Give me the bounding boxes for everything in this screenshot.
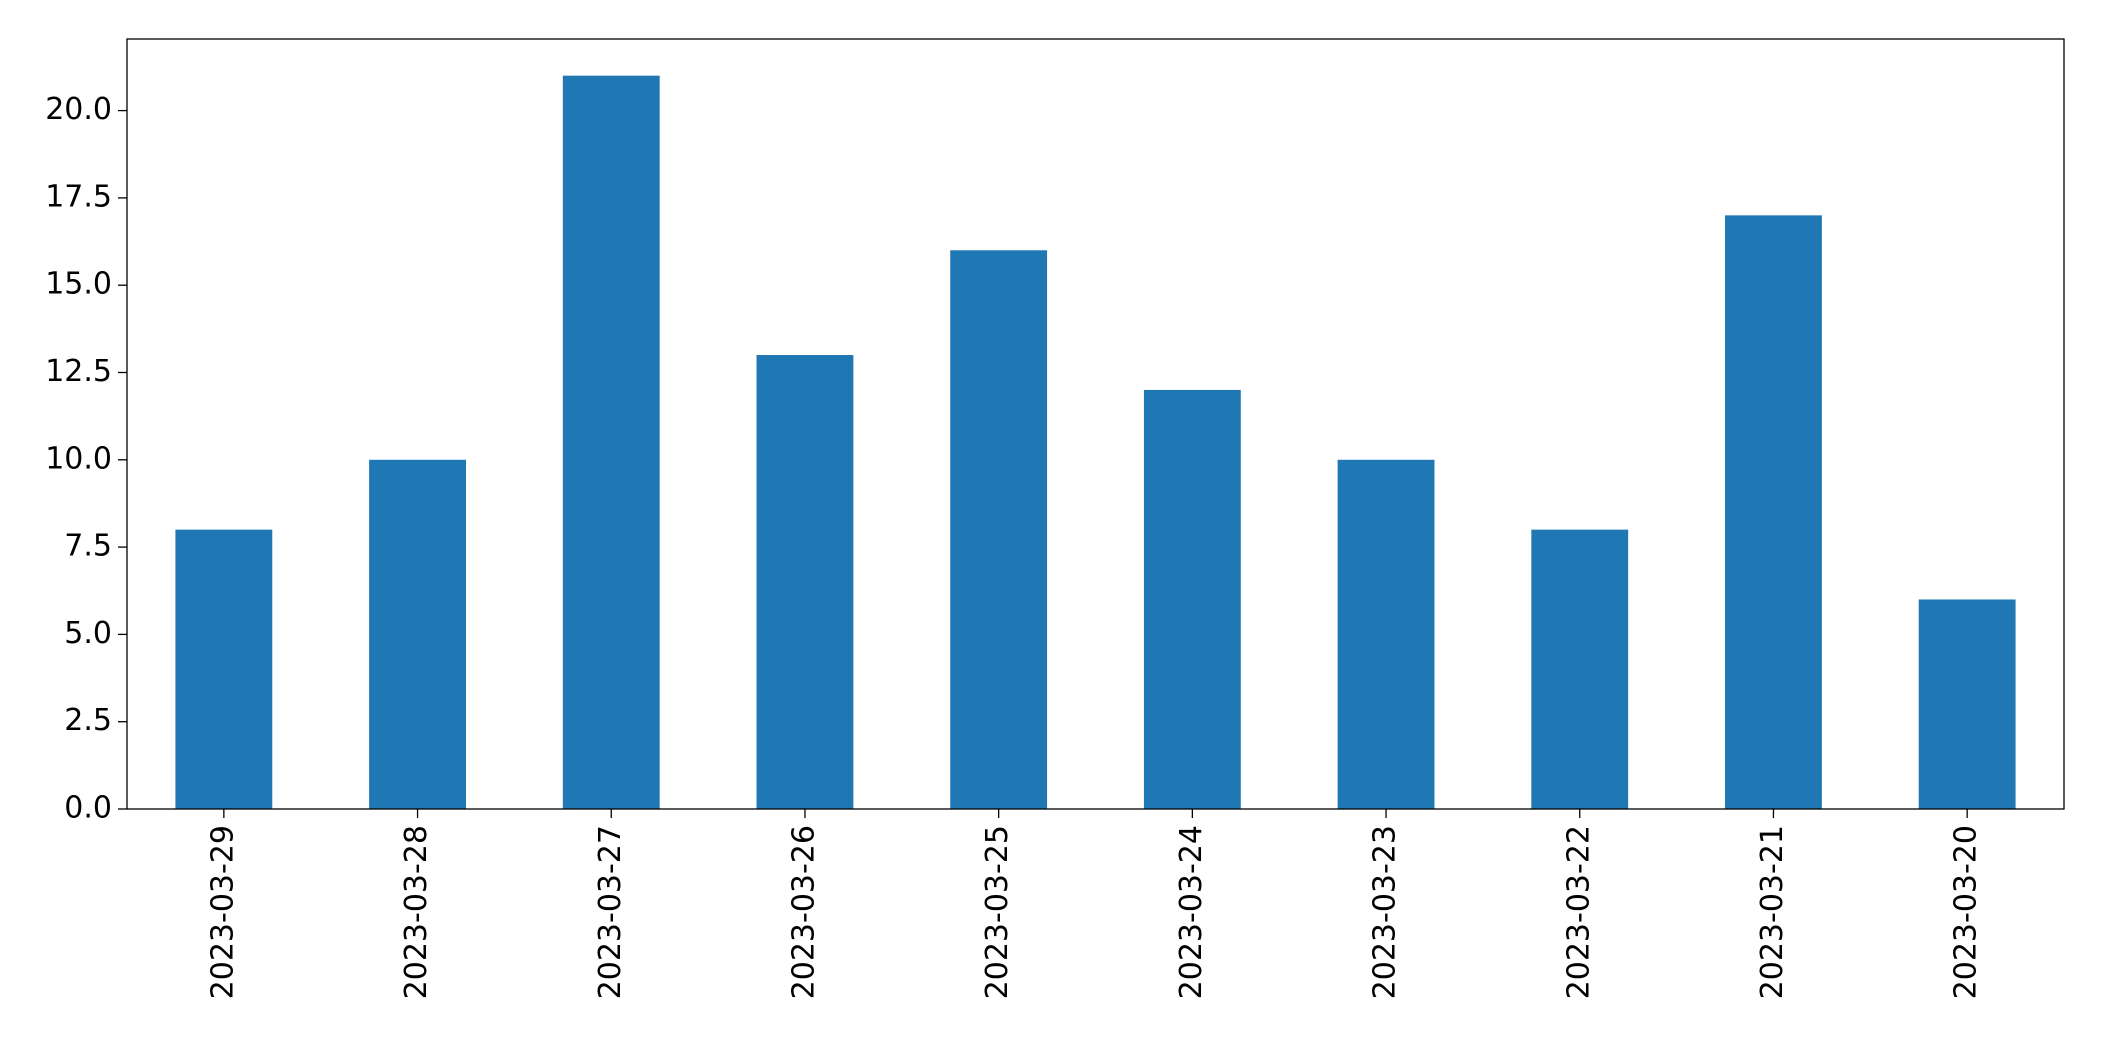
y-tick-label: 17.5 (45, 179, 112, 214)
x-tick-label: 2023-03-28 (399, 825, 434, 999)
axes-frame (126, 38, 2065, 810)
x-tick-label: 2023-03-26 (786, 825, 821, 999)
y-tick-label: 5.0 (64, 616, 112, 651)
x-tick-label: 2023-03-20 (1949, 825, 1984, 999)
bar (1725, 215, 1822, 809)
y-tick-label: 0.0 (64, 791, 112, 826)
x-tick-label: 2023-03-29 (205, 825, 240, 999)
y-tick-label: 2.5 (64, 703, 112, 738)
bar (1531, 529, 1629, 809)
x-tick-label: 2023-03-25 (980, 825, 1015, 999)
bar (369, 459, 466, 809)
y-tick-label: 20.0 (45, 92, 112, 127)
bar (175, 529, 273, 809)
y-tick-label: 7.5 (64, 529, 112, 564)
bar (1143, 389, 1241, 809)
bar (756, 355, 854, 809)
bar (1918, 599, 2016, 809)
bar (1337, 459, 1435, 809)
x-tick-label: 2023-03-23 (1368, 825, 1403, 999)
y-tick-label: 15.0 (45, 267, 112, 302)
bar (950, 250, 1048, 809)
y-tick-label: 10.0 (45, 441, 112, 476)
x-tick-label: 2023-03-22 (1561, 825, 1596, 999)
y-tick-label: 12.5 (45, 354, 112, 389)
bar (562, 75, 660, 809)
x-tick-label: 2023-03-27 (593, 825, 628, 999)
x-tick-label: 2023-03-24 (1174, 825, 1209, 999)
x-tick-label: 2023-03-21 (1755, 825, 1790, 999)
